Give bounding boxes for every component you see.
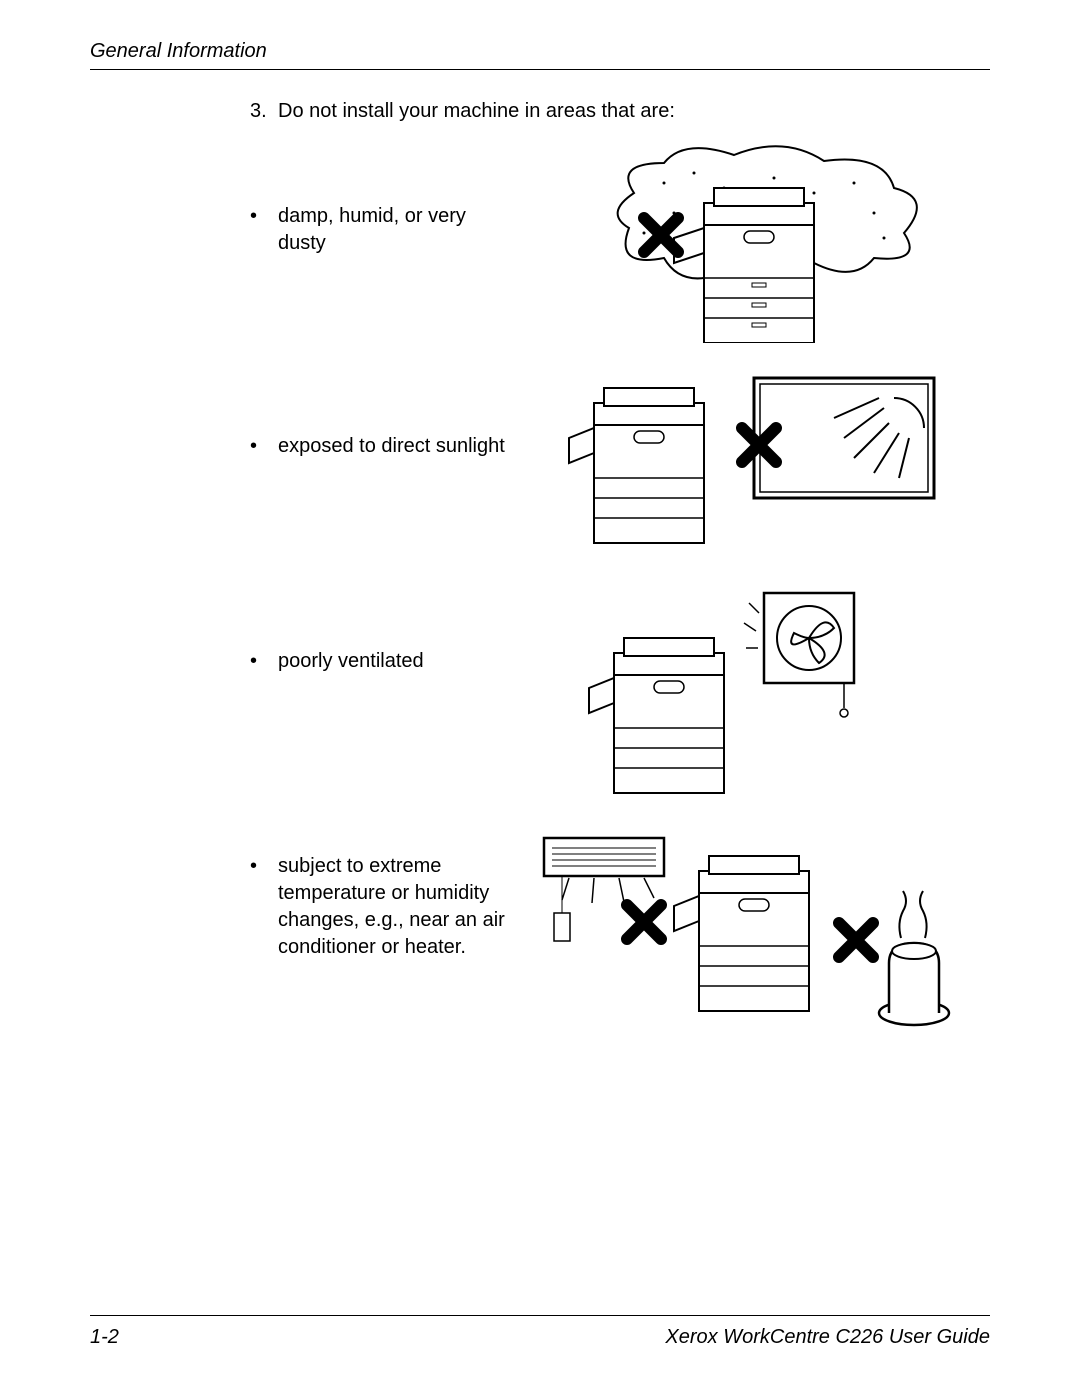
content-area: 3. Do not install your machine in areas … (90, 100, 990, 1033)
header-title: General Information (90, 40, 267, 62)
illustration-cell (518, 833, 990, 1033)
page-footer: 1-2 Xerox WorkCentre C226 User Guide (90, 1315, 990, 1349)
illustration-damp (518, 143, 990, 343)
bullet-marker: • (250, 588, 278, 674)
list-item: • exposed to direct sunlight (250, 373, 990, 558)
illustration-cell (518, 588, 990, 803)
list-item: • subject to extreme temperature or humi… (250, 833, 990, 1033)
illustration-cell (518, 143, 990, 343)
bullet-marker: • (250, 373, 278, 459)
bullet-marker: • (250, 833, 278, 879)
list-item: • damp, humid, or very dusty (250, 143, 990, 343)
bullet-text: exposed to direct sunlight (278, 373, 518, 460)
illustration-cell (518, 373, 990, 558)
bullet-text: damp, humid, or very dusty (278, 143, 518, 257)
illustration-temperature (518, 833, 990, 1033)
intro-row: 3. Do not install your machine in areas … (250, 100, 990, 123)
list-number: 3. (250, 100, 278, 123)
bullet-text: poorly ventilated (278, 588, 518, 675)
illustration-sunlight (518, 373, 990, 558)
illustration-ventilation (518, 588, 990, 803)
footer-page-number: 1-2 (90, 1326, 119, 1349)
list-item: • poorly ventilated (250, 588, 990, 803)
bullet-marker: • (250, 143, 278, 229)
bullet-text: subject to extreme temperature or humidi… (278, 833, 518, 961)
page-header: General Information (90, 40, 990, 70)
page: General Information 3. Do not install yo… (0, 0, 1080, 1397)
footer-guide-title: Xerox WorkCentre C226 User Guide (665, 1326, 990, 1349)
intro-text: Do not install your machine in areas tha… (278, 100, 675, 123)
